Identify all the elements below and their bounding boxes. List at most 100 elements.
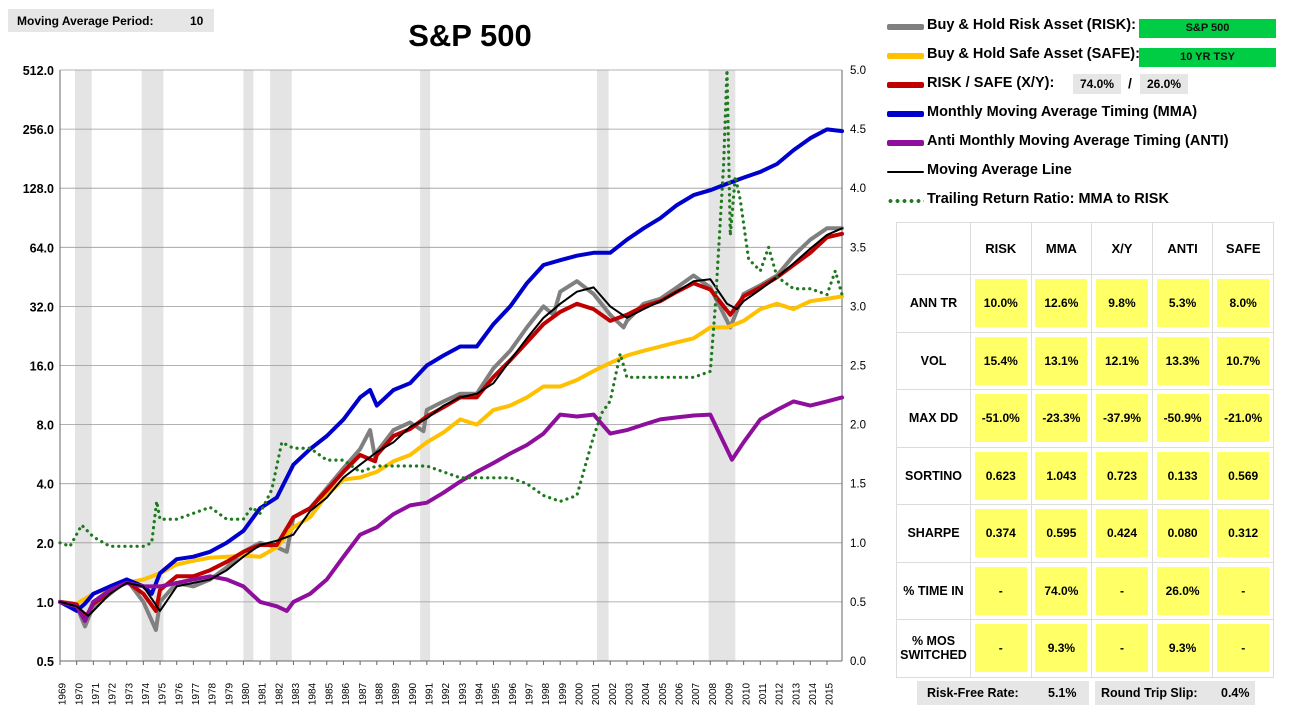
- stats-cell: 0.723: [1091, 446, 1153, 505]
- risk-free-rate-box: Risk-Free Rate: 5.1%: [917, 681, 1089, 705]
- stats-value: 10.7%: [1217, 336, 1270, 385]
- x-tick-label: 1999: [558, 682, 569, 705]
- x-tick-label: 1978: [208, 682, 219, 705]
- stats-value: 15.4%: [974, 336, 1027, 385]
- x-tick-label: 1970: [74, 682, 85, 705]
- y-left-tick-label: 1.0: [37, 596, 54, 610]
- x-tick-label: 1996: [508, 682, 519, 705]
- x-tick-label: 1995: [491, 682, 502, 705]
- stats-row-vol: VOL 15.4% 13.1% 12.1% 13.3% 10.7%: [896, 331, 1274, 390]
- stats-cell: 0.424: [1091, 504, 1153, 563]
- series-line-mma: [58, 127, 844, 613]
- stats-cell: -: [970, 561, 1032, 620]
- stats-value: 0.312: [1217, 509, 1270, 558]
- stats-value: 12.1%: [1095, 336, 1148, 385]
- x-tick-label: 1975: [158, 682, 169, 705]
- stats-cell: 9.8%: [1091, 274, 1153, 333]
- y-right-tick-label: 4.0: [850, 183, 866, 195]
- y-left-tick-label: 32.0: [30, 300, 54, 314]
- x-tick-label: 1997: [525, 682, 536, 705]
- stats-corner-cell: [896, 222, 971, 275]
- x-tick-label: 2009: [725, 682, 736, 705]
- stats-cell: 74.0%: [1030, 561, 1093, 620]
- stats-value: 9.3%: [1035, 624, 1088, 673]
- stats-value: 9.3%: [1156, 624, 1209, 673]
- stats-cell: 12.6%: [1030, 274, 1093, 333]
- legend-mma-label: Monthly Moving Average Timing (MMA): [927, 104, 1198, 120]
- safe-pct-box: 26.0%: [1140, 74, 1188, 94]
- stats-cell: -21.0%: [1212, 389, 1274, 448]
- stats-row-sortino: SORTINO 0.623 1.043 0.723 0.133 0.569: [896, 446, 1274, 505]
- x-tick-label: 2004: [641, 682, 652, 705]
- x-tick-label: 1987: [358, 682, 369, 705]
- x-tick-label: 1991: [424, 682, 435, 705]
- round-trip-slip-label: Round Trip Slip:: [1101, 686, 1198, 700]
- stats-cell: 8.0%: [1212, 274, 1274, 333]
- stats-cell: 0.595: [1030, 504, 1093, 563]
- x-tick-label: 2003: [625, 682, 636, 705]
- x-tick-label: 1973: [124, 682, 135, 705]
- stats-value: 0.623: [974, 451, 1027, 500]
- stats-value: 8.0%: [1217, 279, 1270, 328]
- risk-pct-box: 74.0%: [1073, 74, 1121, 94]
- legend-swatch-ma-line: [887, 171, 924, 173]
- stats-value: -21.0%: [1217, 394, 1270, 443]
- stats-value: 0.080: [1156, 509, 1209, 558]
- stats-value: 0.374: [974, 509, 1027, 558]
- stats-cell: 5.3%: [1151, 274, 1214, 333]
- stats-value: 0.569: [1217, 451, 1270, 500]
- y-right-tick-label: 1.0: [850, 538, 866, 550]
- x-tick-label: 2008: [708, 682, 719, 705]
- legend-swatch-mma: [887, 111, 924, 117]
- series-line-moving-average-line: [59, 227, 843, 617]
- x-tick-label: 1976: [174, 682, 185, 705]
- stats-cell: -50.9%: [1151, 389, 1214, 448]
- x-tick-label: 1981: [258, 682, 269, 705]
- stats-row-max-dd: MAX DD -51.0% -23.3% -37.9% -50.9% -21.0…: [896, 389, 1274, 448]
- x-tick-label: 1971: [91, 682, 102, 705]
- x-tick-label: 2013: [791, 682, 802, 705]
- stats-cell: 26.0%: [1151, 561, 1214, 620]
- y-right-tick-label: 2.5: [850, 361, 866, 373]
- y-left-tick-label: 2.0: [37, 537, 54, 551]
- stats-cell: -51.0%: [970, 389, 1032, 448]
- legend-swatch-xy: [887, 82, 924, 88]
- x-tick-label: 2012: [775, 682, 786, 705]
- stats-value: 0.595: [1035, 509, 1088, 558]
- y-right-tick-label: 3.0: [850, 301, 866, 313]
- stats-value: 13.1%: [1035, 336, 1088, 385]
- stats-value: 0.424: [1095, 509, 1148, 558]
- y-left-tick-label: 8.0: [37, 419, 54, 433]
- y-right-tick-label: 3.5: [850, 242, 866, 254]
- y-left-tick-label: 16.0: [30, 360, 54, 374]
- stats-row-ann-tr: ANN TR 10.0% 12.6% 9.8% 5.3% 8.0%: [896, 274, 1274, 333]
- legend-risk-label: Buy & Hold Risk Asset (RISK):: [927, 17, 1136, 33]
- stats-cell: 0.569: [1212, 446, 1274, 505]
- safe-asset-value: 10 YR TSY: [1139, 48, 1276, 67]
- x-tick-label: 1985: [324, 682, 335, 705]
- stats-cell: -23.3%: [1030, 389, 1093, 448]
- x-tick-label: 1994: [474, 682, 485, 705]
- y-left-tick-label: 256.0: [23, 123, 54, 137]
- stats-cell: 9.3%: [1030, 619, 1093, 678]
- x-tick-label: 2001: [591, 682, 602, 705]
- stats-cell: 0.133: [1151, 446, 1214, 505]
- stats-value: 1.043: [1035, 451, 1088, 500]
- x-tick-label: 1993: [458, 682, 469, 705]
- stats-cell: 12.1%: [1091, 331, 1153, 390]
- y-left-tick-label: 4.0: [37, 478, 54, 492]
- x-tick-label: 2000: [575, 682, 586, 705]
- stats-cell: 0.623: [970, 446, 1032, 505]
- stats-header-row: RISK MMA X/Y ANTI SAFE: [896, 222, 1274, 275]
- stats-cell: 10.0%: [970, 274, 1032, 333]
- x-tick-label: 1980: [241, 682, 252, 705]
- stats-cell: 13.1%: [1030, 331, 1093, 390]
- risk-asset-value: S&P 500: [1139, 19, 1276, 38]
- stats-cell: 0.312: [1212, 504, 1274, 563]
- moving-average-period-label: Moving Average Period:: [17, 14, 154, 28]
- y-right-tick-label: 1.5: [850, 479, 866, 491]
- stats-row-label: VOL: [896, 331, 971, 390]
- moving-average-period-value: 10: [190, 14, 204, 28]
- stats-value: -: [1217, 566, 1270, 615]
